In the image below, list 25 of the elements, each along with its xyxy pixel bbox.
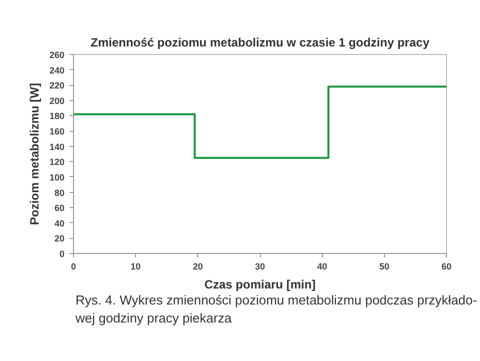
x-tick-label: 50 [379,262,390,272]
y-tick-label: 120 [49,157,65,168]
x-tick-label: 30 [254,262,266,272]
x-tick-label: 20 [192,262,203,272]
y-tick-label: 60 [54,203,65,214]
y-tick-label: 160 [49,126,65,137]
y-tick-label: 80 [54,188,65,198]
x-tick-label: 40 [317,262,328,272]
chart-title: Zmienność poziomu metabolizmu w czasie 1 godziny pracy [90,36,430,50]
y-tick-label: 100 [49,172,65,182]
y-tick-label: 220 [49,80,65,91]
y-tick-label: 140 [49,142,65,152]
y-tick-label: 180 [49,111,65,122]
x-tick-label: 0 [70,262,76,272]
x-tick-label: 10 [130,262,141,272]
y-tick-label: 40 [54,218,65,228]
y-tick-label: 0 [59,249,65,259]
text: Rys. 4. Wykres zmienności poziomu metabolizmu podczas przykłado- wej godziny pracy piekarza [74,292,478,326]
x-axis-title: Czas pomiaru [min] [204,278,316,292]
y-tick-label: 240 [49,65,65,76]
x-tick-label: 60 [441,262,452,272]
y-tick-label: 20 [54,234,65,244]
y-tick-label: 260 [49,50,65,60]
y-axis-title: Poziom metabolizmu [W] [27,83,42,225]
y-tick-label: 200 [49,96,65,106]
